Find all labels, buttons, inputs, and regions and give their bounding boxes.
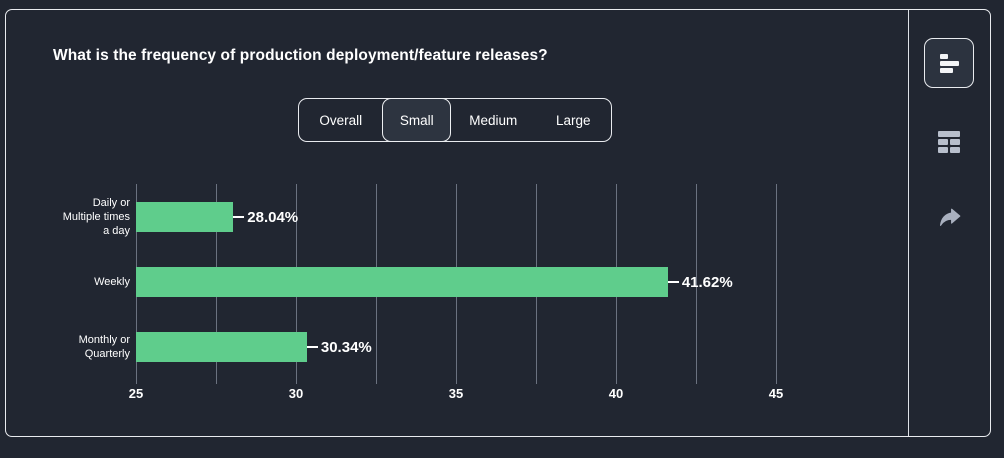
bar-chart: 28.04% Daily or Multiple times a day 41.62… xyxy=(6,184,908,424)
x-axis-tick-label: 45 xyxy=(768,386,784,401)
gridline xyxy=(696,184,697,384)
bar xyxy=(136,332,307,362)
bar xyxy=(136,267,668,297)
x-axis-tick-label: 35 xyxy=(448,386,464,401)
table-view-button[interactable] xyxy=(938,131,960,153)
tab-medium[interactable]: Medium xyxy=(451,99,535,141)
value-label: 41.62% xyxy=(667,267,733,297)
page-title: What is the frequency of production depl… xyxy=(53,47,548,64)
chart-toolbar xyxy=(909,10,990,436)
value-connector xyxy=(306,346,318,348)
value-connector xyxy=(233,216,245,218)
value-label: 30.34% xyxy=(306,332,372,362)
value-text: 41.62% xyxy=(681,273,733,291)
toolbar-divider xyxy=(908,10,909,436)
tab-large[interactable]: Large xyxy=(535,99,611,141)
table-view-icon xyxy=(938,131,960,153)
size-filter-tabs: Overall Small Medium Large xyxy=(298,98,612,142)
category-label: Daily or Multiple times a day xyxy=(62,197,130,237)
tab-small[interactable]: Small xyxy=(382,98,452,142)
bar xyxy=(136,202,234,232)
chart-card: What is the frequency of production depl… xyxy=(5,9,991,437)
category-label: Weekly xyxy=(94,276,130,288)
share-button[interactable] xyxy=(936,205,964,233)
value-label: 28.04% xyxy=(233,202,298,232)
tab-overall[interactable]: Overall xyxy=(299,99,382,141)
gridline xyxy=(776,184,777,384)
bar-chart-view-button[interactable] xyxy=(924,38,974,88)
value-text: 28.04% xyxy=(247,208,299,226)
category-label: Monthly or Quarterly xyxy=(78,334,130,360)
share-icon xyxy=(939,208,961,226)
x-axis-tick-label: 40 xyxy=(608,386,624,401)
value-connector xyxy=(667,281,679,283)
x-axis-tick-label: 30 xyxy=(288,386,304,401)
value-text: 30.34% xyxy=(320,338,372,356)
horizontal-bar-chart-icon xyxy=(939,53,959,73)
x-axis-tick-label: 25 xyxy=(128,386,144,401)
